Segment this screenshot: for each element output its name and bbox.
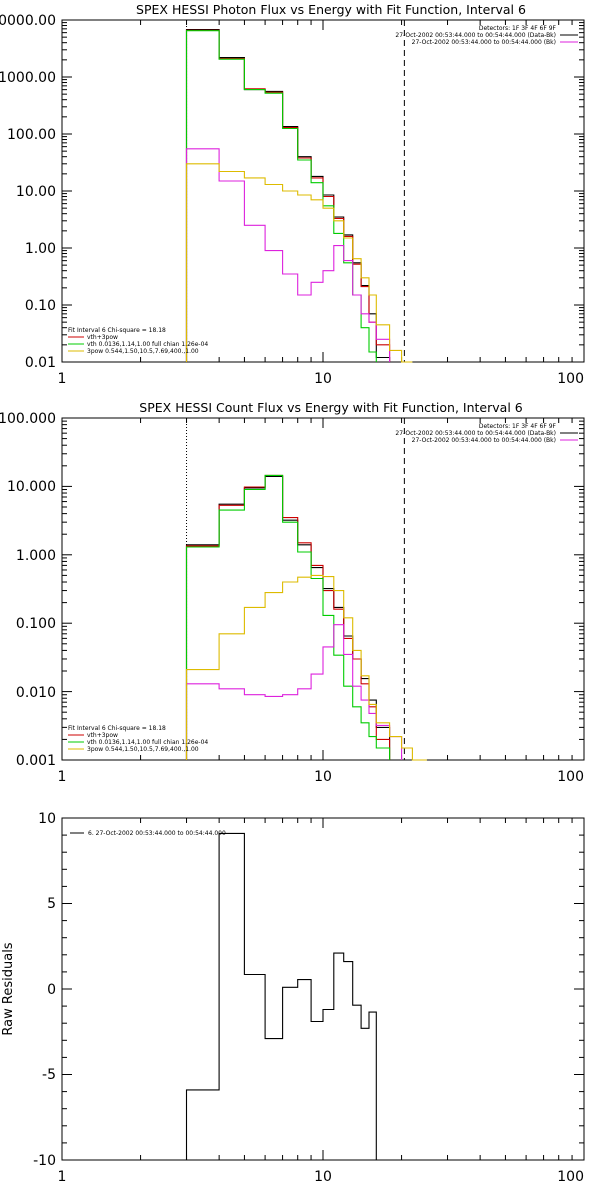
x-tick-label: 100 (557, 371, 584, 387)
series-line-green (185, 474, 391, 760)
axis-ticks (61, 418, 584, 761)
reference-lines (186, 418, 405, 760)
x-tick-label: 1 (58, 1169, 67, 1185)
y-tick-label: 10.000 (7, 479, 56, 495)
bk-interval-text: 27-Oct-2002 00:53:44.000 to 00:54:44.000… (412, 39, 556, 46)
legend-entry: 3pow 0.544,1.50,10.5,7.69,400.,1.00 (87, 348, 199, 355)
y-axis-label: Raw Residuals (1, 942, 16, 1035)
x-tick-label: 10 (314, 1169, 332, 1185)
legend-entry: 3pow 0.544,1.50,10.5,7.69,400.,1.00 (87, 746, 199, 753)
series-line-red (185, 474, 391, 760)
data-interval-text: 27-Oct-2002 00:53:44.000 to 00:54:44.000… (395, 32, 556, 39)
y-tick-label: -10 (33, 1153, 56, 1169)
photon-flux-panel: SPEX HESSI Photon Flux vs Energy with Fi… (0, 2, 585, 387)
axis-ticks (61, 817, 584, 1161)
legend-entry: vth 0.0136,1.14,1.00 full chian 1.26e-04 (87, 739, 208, 746)
y-tick-label: 1000.00 (0, 70, 56, 86)
x-tick-label: 100 (557, 1169, 584, 1185)
header-info: Detectors: 1F 3F 4F 6F 9F 27-Oct-2002 00… (395, 25, 578, 46)
x-tick-label: 1 (58, 371, 67, 387)
x-tick-label: 1 (58, 769, 67, 785)
y-tick-label: 10 (38, 811, 56, 827)
panel-title: SPEX HESSI Photon Flux vs Energy with Fi… (136, 2, 526, 17)
plot-frame (61, 817, 585, 1161)
y-tick-label: 0.10 (25, 298, 56, 314)
legend: 6. 27-Oct-2002 00:53:44.000 to 00:54:44.… (70, 830, 226, 837)
series-group (185, 832, 377, 1160)
count-flux-panel: SPEX HESSI Count Flux vs Energy with Fit… (0, 400, 585, 785)
legend-fit-text: Fit Interval 6 Chi-square = 18.18 (68, 725, 166, 732)
detectors-text: Detectors: 1F 3F 4F 6F 9F (479, 25, 557, 32)
y-tick-label: 1.00 (25, 241, 56, 257)
bk-interval-text: 27-Oct-2002 00:53:44.000 to 00:54:44.000… (412, 437, 556, 444)
series-line-magenta (185, 148, 391, 362)
y-tick-label: 0 (47, 982, 56, 998)
y-tick-label: 5 (47, 896, 56, 912)
legend-entry: 6. 27-Oct-2002 00:53:44.000 to 00:54:44.… (88, 830, 226, 837)
legend: Fit Interval 6 Chi-square = 18.18 vth+3p… (68, 725, 208, 753)
series-line-black (185, 475, 391, 760)
y-tick-label: 0.01 (25, 355, 56, 371)
series-line-red (185, 29, 391, 362)
series-line-yellow (185, 574, 427, 761)
header-info: Detectors: 1F 3F 4F 6F 9F 27-Oct-2002 00… (395, 423, 578, 444)
y-tick-label: 10.00 (16, 184, 56, 200)
legend-entry: vth 0.0136,1.14,1.00 full chian 1.26e-04 (87, 341, 208, 348)
series-line-yellow (185, 163, 413, 363)
series-line-black (185, 28, 391, 362)
series-group (185, 474, 427, 761)
axis-ticks (61, 20, 584, 363)
residuals-panel: 10 5 0 -5 -10 1 10 100 Raw Residuals 6. … (1, 811, 585, 1185)
legend-fit-text: Fit Interval 6 Chi-square = 18.18 (68, 327, 166, 334)
series-line-magenta (185, 624, 403, 760)
y-tick-label: 0.010 (16, 685, 56, 701)
data-interval-text: 27-Oct-2002 00:53:44.000 to 00:54:44.000… (395, 430, 556, 437)
detectors-text: Detectors: 1F 3F 4F 6F 9F (479, 423, 557, 430)
x-tick-label: 10 (314, 371, 332, 387)
x-tick-label: 10 (314, 769, 332, 785)
legend: Fit Interval 6 Chi-square = 18.18 vth+3p… (68, 327, 208, 355)
legend-entry: vth+3pow (87, 334, 118, 341)
y-tick-label: 100.000 (0, 411, 56, 427)
series-line-black (185, 832, 377, 1160)
series-group (185, 28, 413, 363)
series-line-green (185, 30, 377, 362)
y-tick-label: 100.00 (7, 127, 56, 143)
x-tick-label: 100 (557, 769, 584, 785)
y-tick-label: 1.000 (16, 548, 56, 564)
panel-title: SPEX HESSI Count Flux vs Energy with Fit… (139, 400, 522, 415)
y-tick-label: -5 (42, 1067, 56, 1083)
y-tick-label: 0.001 (16, 753, 56, 769)
legend-entry: vth+3pow (87, 732, 118, 739)
y-tick-label: 10000.00 (0, 13, 56, 29)
y-tick-label: 0.100 (16, 616, 56, 632)
